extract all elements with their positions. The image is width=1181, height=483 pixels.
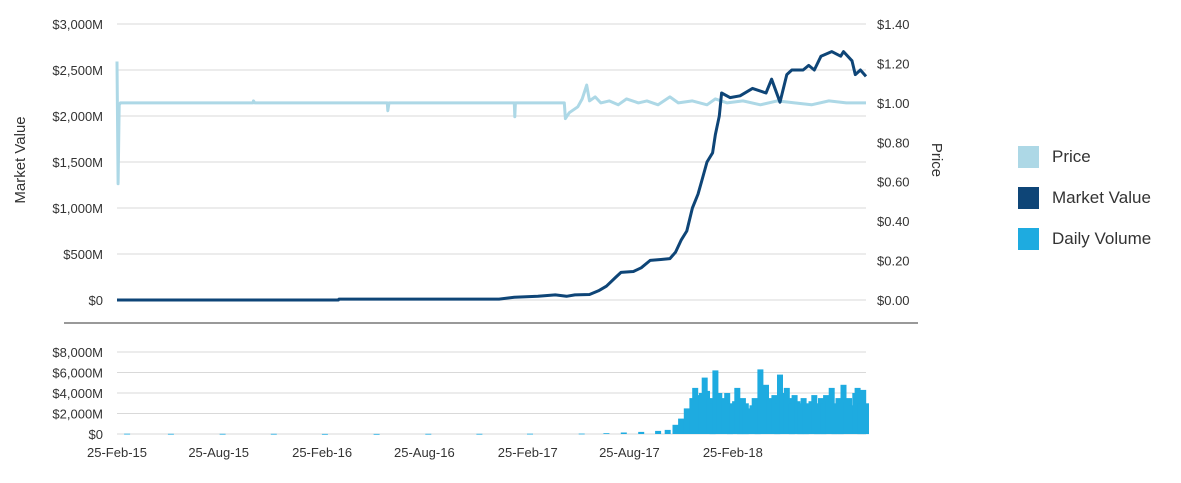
market-value-axis-title: Market Value — [12, 116, 29, 203]
volume-bar — [712, 370, 719, 434]
y2-tick-label: $1.20 — [877, 56, 910, 71]
y-tick-label: $1,500M — [52, 155, 103, 170]
y-tick-label: $0 — [89, 427, 103, 442]
volume-bar — [603, 433, 610, 434]
volume-bar — [745, 408, 752, 434]
legend-label: Market Value — [1052, 187, 1151, 207]
volume-bar — [678, 418, 685, 434]
volume-bar — [655, 430, 662, 434]
y-tick-label: $2,000M — [52, 407, 103, 422]
price-axis-title: Price — [928, 143, 945, 177]
y-tick-label: $6,000M — [52, 366, 103, 381]
legend-label: Price — [1052, 146, 1091, 166]
volume-bar — [321, 433, 328, 435]
volume-bar — [373, 433, 380, 435]
volume-bar — [476, 433, 483, 435]
legend-label: Daily Volume — [1052, 228, 1152, 248]
volume-bar — [763, 384, 769, 434]
top-panel-gridlines — [117, 23, 866, 301]
volume-bar — [219, 433, 226, 435]
volume-bar — [814, 403, 821, 435]
volume-bar — [695, 395, 701, 434]
y2-tick-label: $0.40 — [877, 214, 910, 229]
market-value-line — [117, 50, 868, 302]
legend-item-price: Price — [1018, 136, 1151, 177]
y2-tick-label: $1.40 — [877, 17, 910, 32]
volume-bar — [270, 433, 277, 435]
x-tick-label: 25-Feb-17 — [498, 445, 558, 460]
volume-bar — [683, 408, 690, 434]
x-tick-label: 25-Aug-16 — [394, 445, 455, 460]
volume-axis-ticks: $0 $2,000M $4,000M $6,000M $8,000M — [52, 345, 103, 442]
legend-swatch-market-value — [1018, 186, 1039, 209]
y-tick-label: $2,500M — [52, 63, 103, 78]
x-tick-label: 25-Feb-18 — [703, 445, 763, 460]
volume-bar — [527, 433, 533, 435]
volume-bar — [620, 432, 627, 434]
legend-item-daily-volume: Daily Volume — [1018, 218, 1151, 259]
y-tick-label: $3,000M — [52, 17, 103, 32]
x-tick-label: 25-Aug-17 — [599, 445, 660, 460]
y-tick-label: $500M — [63, 247, 103, 262]
y2-tick-label: $0.80 — [877, 135, 910, 150]
volume-bar — [578, 433, 585, 435]
y-tick-label: $4,000M — [52, 386, 103, 401]
x-tick-label: 25-Feb-16 — [292, 445, 352, 460]
volume-bar — [672, 424, 679, 434]
y2-tick-label: $0.20 — [877, 254, 910, 269]
volume-bar — [779, 393, 786, 434]
y2-tick-label: $1.00 — [877, 96, 910, 111]
legend-swatch-price — [1018, 145, 1039, 168]
volume-bar — [664, 429, 671, 434]
volume-bar — [425, 433, 432, 435]
volume-bar — [849, 405, 855, 434]
volume-bar — [863, 403, 869, 435]
volume-bar — [638, 431, 645, 434]
legend-swatch-daily-volume — [1018, 227, 1039, 250]
x-tick-label: 25-Aug-15 — [188, 445, 249, 460]
volume-bar — [167, 433, 174, 435]
y-tick-label: $2,000M — [52, 109, 103, 124]
price-line — [115, 61, 866, 186]
volume-bar — [124, 433, 131, 435]
y2-tick-label: $0.60 — [877, 175, 910, 190]
y-tick-label: $0 — [89, 293, 103, 308]
legend: Price Market Value Daily Volume — [1018, 136, 1151, 259]
market-value-axis-ticks: $0 $500M $1,000M $1,500M $2,000M $2,500M $3,00… — [52, 17, 103, 308]
volume-bar — [797, 403, 804, 435]
top-panel-series — [115, 50, 868, 302]
volume-bar — [831, 403, 838, 435]
legend-item-market-value: Market Value — [1018, 177, 1151, 218]
y2-tick-label: $0.00 — [877, 293, 910, 308]
y-tick-label: $8,000M — [52, 345, 103, 360]
x-tick-label: 25-Feb-15 — [87, 445, 147, 460]
volume-series — [124, 369, 869, 435]
date-axis-ticks: 25-Feb-15 25-Aug-15 25-Feb-16 25-Aug-16 25-F… — [87, 445, 763, 460]
y-tick-label: $1,000M — [52, 201, 103, 216]
price-axis-ticks: $0.00 $0.20 $0.40 $0.60 $0.80 $1.00 $1.20 $1.40 — [877, 17, 910, 308]
